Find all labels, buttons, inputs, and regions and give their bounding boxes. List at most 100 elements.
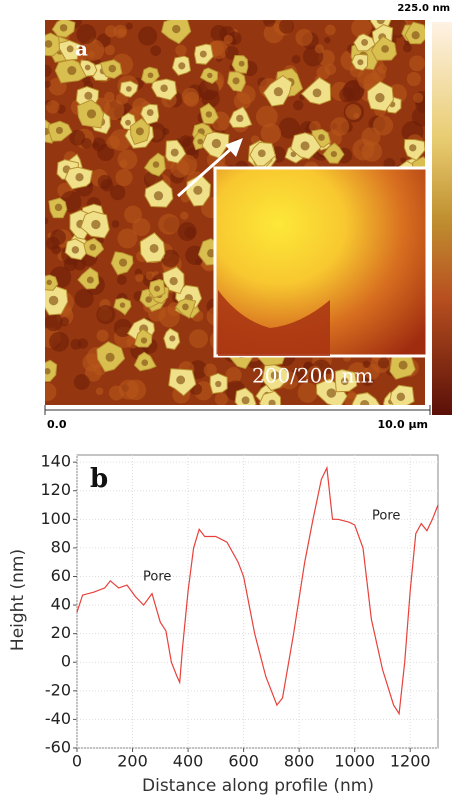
grain-pore	[215, 380, 222, 388]
grain-pore	[125, 119, 131, 126]
texture	[314, 44, 325, 54]
annotation: Pore	[143, 570, 171, 585]
texture	[115, 168, 133, 187]
grain-pore	[193, 185, 203, 195]
texture	[45, 80, 51, 88]
texture	[411, 106, 425, 127]
texture	[297, 382, 318, 403]
grain-pore	[232, 77, 240, 85]
texture	[377, 357, 390, 369]
texture	[110, 185, 126, 201]
texture	[158, 213, 180, 235]
texture	[117, 149, 138, 170]
grain-pore	[84, 91, 93, 100]
grain-pore	[119, 302, 126, 308]
line-chart: -60 -40 -20 0 20 40 60 80 100 120 140 0 200 400 600 800…	[8, 452, 439, 796]
texture	[278, 117, 300, 139]
grain-pore	[381, 45, 389, 53]
x-tick-label: 600	[228, 752, 259, 771]
texture	[104, 44, 115, 56]
grain-pore	[86, 276, 94, 284]
scale-label: 10.0 µm	[377, 418, 428, 431]
grain-pore	[172, 24, 181, 34]
texture	[263, 20, 276, 27]
grain-pore	[169, 276, 178, 286]
texture	[161, 249, 180, 268]
y-tick-label: -60	[45, 738, 71, 757]
grain-pore	[360, 399, 370, 405]
texture	[255, 105, 278, 128]
texture	[135, 273, 144, 283]
texture	[74, 288, 94, 308]
texture	[176, 154, 198, 176]
grain-pore	[330, 150, 337, 158]
grain-pore	[149, 243, 159, 253]
grain-pore	[178, 62, 186, 70]
texture	[95, 387, 104, 395]
grain	[351, 392, 381, 405]
grain-pore	[147, 72, 154, 79]
grain	[45, 32, 61, 57]
texture	[402, 43, 412, 53]
y-tick-label: 100	[40, 509, 71, 528]
texture	[209, 40, 229, 60]
grain-pore	[45, 368, 51, 375]
texture	[342, 80, 364, 103]
grain-pore	[357, 59, 364, 66]
texture	[324, 24, 336, 36]
texture	[175, 44, 187, 57]
texture	[111, 220, 120, 228]
texture	[81, 137, 92, 149]
texture	[364, 364, 380, 380]
grain-pore	[273, 87, 283, 97]
x-tick-label: 1000	[334, 752, 375, 771]
texture	[45, 312, 63, 332]
arrow	[177, 146, 233, 198]
texture	[413, 92, 424, 103]
texture	[409, 55, 425, 72]
texture	[124, 205, 142, 224]
grain-pore	[145, 296, 152, 303]
grain-pore	[75, 173, 84, 182]
grain-pore	[135, 127, 144, 136]
y-tick-label: 0	[61, 652, 71, 671]
grain-pore	[169, 335, 176, 342]
x-tick-label: 800	[284, 752, 315, 771]
grain-pore	[153, 191, 164, 201]
grain-pore	[146, 109, 154, 117]
texture	[106, 135, 120, 149]
x-tick-label: 200	[117, 752, 148, 771]
grain-pore	[375, 93, 385, 103]
scale-label: 0.0	[47, 418, 67, 431]
texture	[138, 26, 158, 46]
grain-pore	[54, 203, 63, 212]
panel-label: b	[90, 464, 108, 494]
annotation: Pore	[372, 509, 400, 524]
texture	[82, 39, 105, 61]
grain-pore	[154, 285, 161, 292]
texture	[201, 89, 220, 108]
texture	[225, 366, 242, 384]
grain-pore	[86, 109, 97, 119]
grain-pore	[141, 359, 149, 367]
texture	[351, 20, 372, 39]
grain-pore	[71, 246, 80, 254]
grain-pore	[238, 60, 245, 67]
profile-line	[76, 465, 439, 716]
y-tick-label: -20	[45, 680, 71, 699]
texture	[118, 379, 139, 400]
grain-pore	[411, 31, 420, 40]
grain-pore	[236, 114, 244, 123]
texture	[291, 54, 301, 64]
texture	[353, 112, 360, 119]
texture	[189, 329, 208, 349]
texture	[214, 392, 228, 405]
texture	[49, 331, 70, 352]
texture	[117, 28, 126, 37]
grain-pore	[199, 50, 207, 58]
grain-pore	[207, 72, 213, 79]
grain-pore	[300, 141, 310, 151]
grain	[45, 359, 58, 383]
texture	[117, 228, 138, 249]
